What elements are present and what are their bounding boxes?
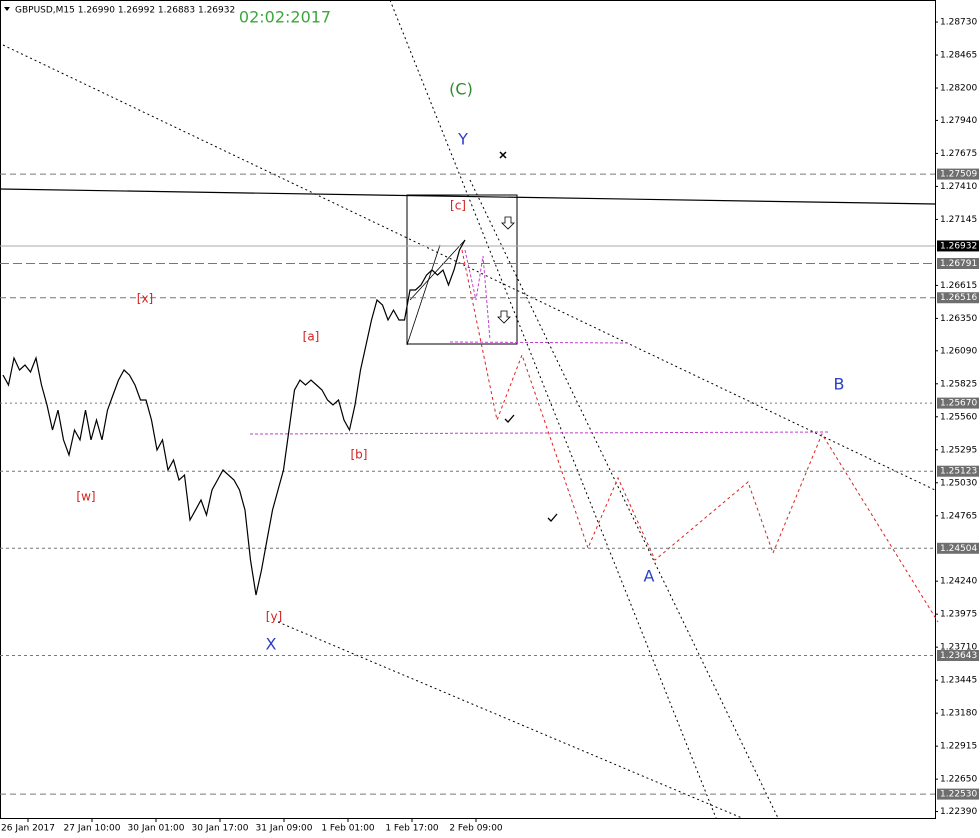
level-tag	[937, 650, 979, 662]
x-tick-label: 30 Jan 01:00	[128, 824, 185, 834]
purple-level	[449, 341, 629, 344]
wedge-line	[409, 239, 466, 301]
y-tick-label: 1.22650	[940, 775, 977, 785]
wave-label: A	[644, 567, 655, 586]
y-tick-label: 1.25560	[940, 412, 977, 422]
wave-label: Y	[457, 130, 468, 149]
price-series	[2, 239, 466, 596]
y-tick-label: 1.22390	[940, 807, 977, 817]
y-tick-label: 1.25030	[940, 478, 977, 488]
x-tick-label: 31 Jan 09:00	[256, 824, 313, 834]
level-tag	[937, 465, 979, 477]
level-tag	[937, 292, 979, 304]
y-tick-label: 1.28200	[940, 84, 977, 94]
x-tick-label: 27 Jan 10:00	[64, 824, 121, 834]
x-tick-label: 1 Feb 17:00	[385, 824, 439, 834]
price-label: 1.26932	[940, 241, 977, 251]
menu-triangle	[4, 7, 10, 11]
y-tick-label: 1.28730	[940, 18, 977, 28]
y-tick-label: 1.23975	[940, 610, 977, 620]
plot-frame	[0, 0, 936, 819]
y-tick-label: 1.26615	[940, 281, 977, 291]
wave-label: [a]	[303, 330, 320, 344]
level-label: 1.26516	[940, 293, 977, 303]
y-tick-label: 1.27145	[940, 215, 977, 225]
level-label: 1.26791	[940, 259, 977, 269]
level-tag	[937, 788, 979, 800]
x-mark	[499, 151, 507, 159]
y-tick-label: 1.26090	[940, 346, 977, 356]
wave-label: X	[266, 635, 277, 654]
date-label: 02:02:2017	[239, 8, 331, 27]
purple-level	[249, 431, 831, 435]
wave-label: B	[834, 375, 845, 394]
level-label: 1.27509	[940, 170, 977, 180]
level-tag	[937, 168, 979, 180]
y-tick-label: 1.23710	[940, 643, 977, 653]
y-tick-label: 1.26350	[940, 314, 977, 324]
wave-label: [b]	[351, 448, 368, 462]
arrow-icon	[497, 310, 511, 324]
y-tick-label: 1.24240	[940, 577, 977, 587]
x-tick-label: 30 Jan 17:00	[192, 824, 249, 834]
x-tick-label: 2 Feb 09:00	[449, 824, 503, 834]
level-label: 1.24504	[940, 544, 977, 554]
y-tick-label: 1.25295	[940, 445, 977, 455]
y-tick-label: 1.27940	[940, 116, 977, 126]
y-tick-label: 1.27410	[940, 182, 977, 192]
level-tag	[937, 257, 979, 269]
wave-label: [y]	[266, 610, 282, 624]
level-label: 1.23643	[940, 651, 977, 661]
level-tag	[937, 397, 979, 409]
y-tick-label: 1.24765	[940, 511, 977, 521]
arrow-icon	[501, 216, 515, 230]
trend-line	[0, 188, 936, 205]
channel-line	[277, 621, 743, 819]
wave-label: [w]	[76, 490, 95, 504]
check-mark	[504, 414, 515, 423]
wave-label: [c]	[450, 199, 466, 213]
y-tick-label: 1.28465	[940, 51, 977, 61]
y-tick-label: 1.22915	[940, 742, 977, 752]
level-label: 1.22530	[940, 790, 977, 800]
purple-path	[464, 249, 491, 341]
y-tick-label: 1.25825	[940, 379, 977, 389]
wedge-line	[406, 244, 441, 346]
symbol-info: GBPUSD,M15 1.26990 1.26992 1.26883 1.269…	[15, 6, 235, 16]
price-tag	[937, 240, 979, 252]
y-tick-label: 1.27675	[940, 149, 977, 159]
level-label: 1.25670	[940, 399, 977, 409]
forecast-path	[461, 249, 939, 623]
channel-line	[469, 179, 779, 819]
wave-label: [x]	[137, 292, 153, 306]
y-tick-label: 1.23180	[940, 709, 977, 719]
box	[406, 194, 518, 345]
wave-label: (C)	[449, 80, 473, 99]
level-label: 1.25123	[940, 467, 977, 477]
check-mark	[547, 513, 558, 522]
y-tick-label: 1.23445	[940, 676, 977, 686]
x-tick-label: 26 Jan 2017	[1, 824, 55, 834]
level-tag	[937, 542, 979, 554]
x-tick-label: 1 Feb 01:00	[321, 824, 375, 834]
channel-line	[389, 0, 717, 819]
